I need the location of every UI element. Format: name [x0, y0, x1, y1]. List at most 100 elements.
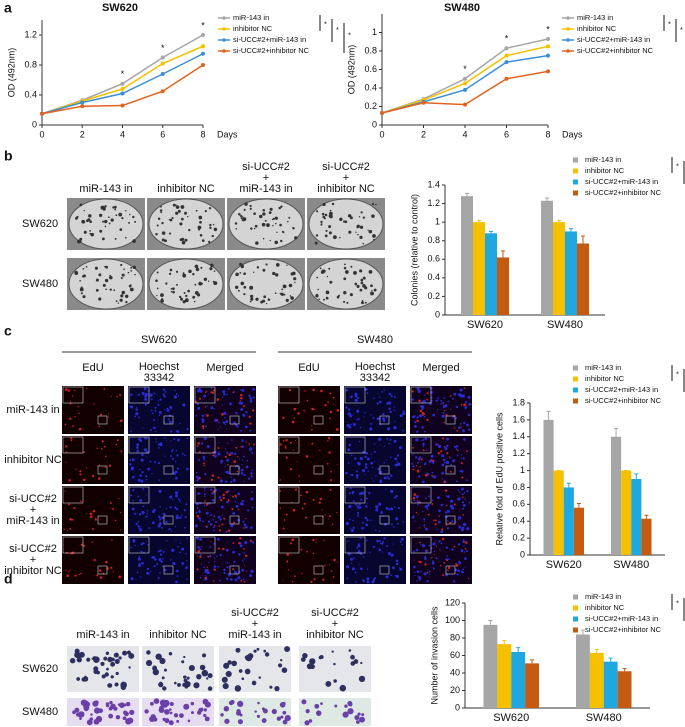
cell [217, 537, 220, 541]
cell [274, 222, 277, 225]
cell [350, 527, 352, 529]
cell [183, 703, 190, 710]
cell [109, 502, 112, 504]
cell [364, 505, 368, 508]
cell [382, 417, 386, 421]
cell [447, 566, 451, 569]
cell [225, 530, 228, 533]
image-label: EdU [298, 362, 319, 374]
bar [577, 243, 589, 315]
cell [365, 451, 368, 455]
cell [153, 418, 156, 421]
cell [424, 563, 427, 566]
image-label: inhibitor NC [4, 454, 62, 466]
cell [108, 713, 114, 719]
cell [366, 506, 368, 508]
cell [122, 650, 128, 656]
cell [160, 211, 162, 214]
cell [387, 476, 389, 478]
cell [113, 289, 116, 292]
cell [463, 491, 466, 494]
cell [322, 269, 326, 273]
cell [373, 397, 375, 400]
cell [311, 442, 314, 445]
cell [151, 473, 153, 475]
cell [432, 542, 436, 546]
cell [426, 399, 429, 401]
cell [348, 443, 352, 447]
cell [234, 501, 236, 503]
marker [201, 51, 205, 56]
cell [249, 204, 252, 208]
cell [445, 524, 448, 526]
cell [177, 498, 180, 500]
cell [248, 443, 251, 445]
cell [336, 511, 338, 514]
cell [444, 511, 448, 514]
cell [261, 222, 266, 227]
cell [218, 442, 220, 444]
cell [65, 569, 67, 572]
cell [417, 389, 421, 394]
cell [161, 231, 166, 235]
cell [359, 492, 363, 496]
bar [573, 507, 584, 555]
cell [358, 216, 361, 218]
cell [320, 702, 323, 706]
cell [79, 279, 81, 282]
y-tick-label: 100 [445, 615, 460, 625]
cell [104, 466, 106, 468]
cell [282, 719, 288, 725]
cell [68, 571, 70, 573]
cell [132, 239, 136, 243]
cell [179, 542, 181, 544]
cell [111, 705, 115, 709]
cell [350, 265, 353, 268]
cell [254, 224, 258, 228]
marker [546, 36, 550, 41]
cell [289, 387, 291, 389]
cell [467, 413, 471, 417]
cell [241, 568, 244, 572]
legend-swatch [573, 387, 578, 393]
cell [243, 208, 246, 211]
cell [362, 579, 365, 583]
cell [393, 426, 397, 430]
cell [454, 416, 458, 420]
cell [146, 567, 150, 571]
cell [207, 569, 209, 572]
cell [231, 507, 234, 511]
cell [440, 542, 443, 545]
y-tick-label: 1 [372, 27, 377, 37]
cell [452, 459, 456, 463]
cell [208, 207, 212, 210]
cell [184, 298, 189, 303]
cell [295, 440, 296, 442]
zoom-box [313, 565, 324, 575]
cell [402, 411, 406, 416]
cell [179, 713, 184, 718]
cell [290, 272, 294, 276]
marker [201, 33, 205, 37]
cell [286, 553, 290, 556]
cell [304, 720, 310, 726]
y-tick-label: 0.4 [24, 89, 37, 99]
cell [213, 565, 217, 568]
cell [353, 557, 355, 559]
cell [276, 716, 282, 721]
image-label: + [30, 504, 36, 516]
cell [436, 397, 439, 400]
significance-label: * [676, 161, 679, 170]
cell [167, 418, 170, 421]
cell [423, 556, 427, 560]
image-label: EdU [82, 362, 103, 374]
cell [424, 555, 426, 558]
cell [170, 440, 172, 442]
cell [357, 544, 361, 548]
cell [108, 464, 112, 467]
cell [413, 493, 417, 496]
cell [203, 708, 208, 712]
cell [348, 492, 351, 495]
cell [161, 221, 164, 225]
cell [354, 714, 360, 721]
